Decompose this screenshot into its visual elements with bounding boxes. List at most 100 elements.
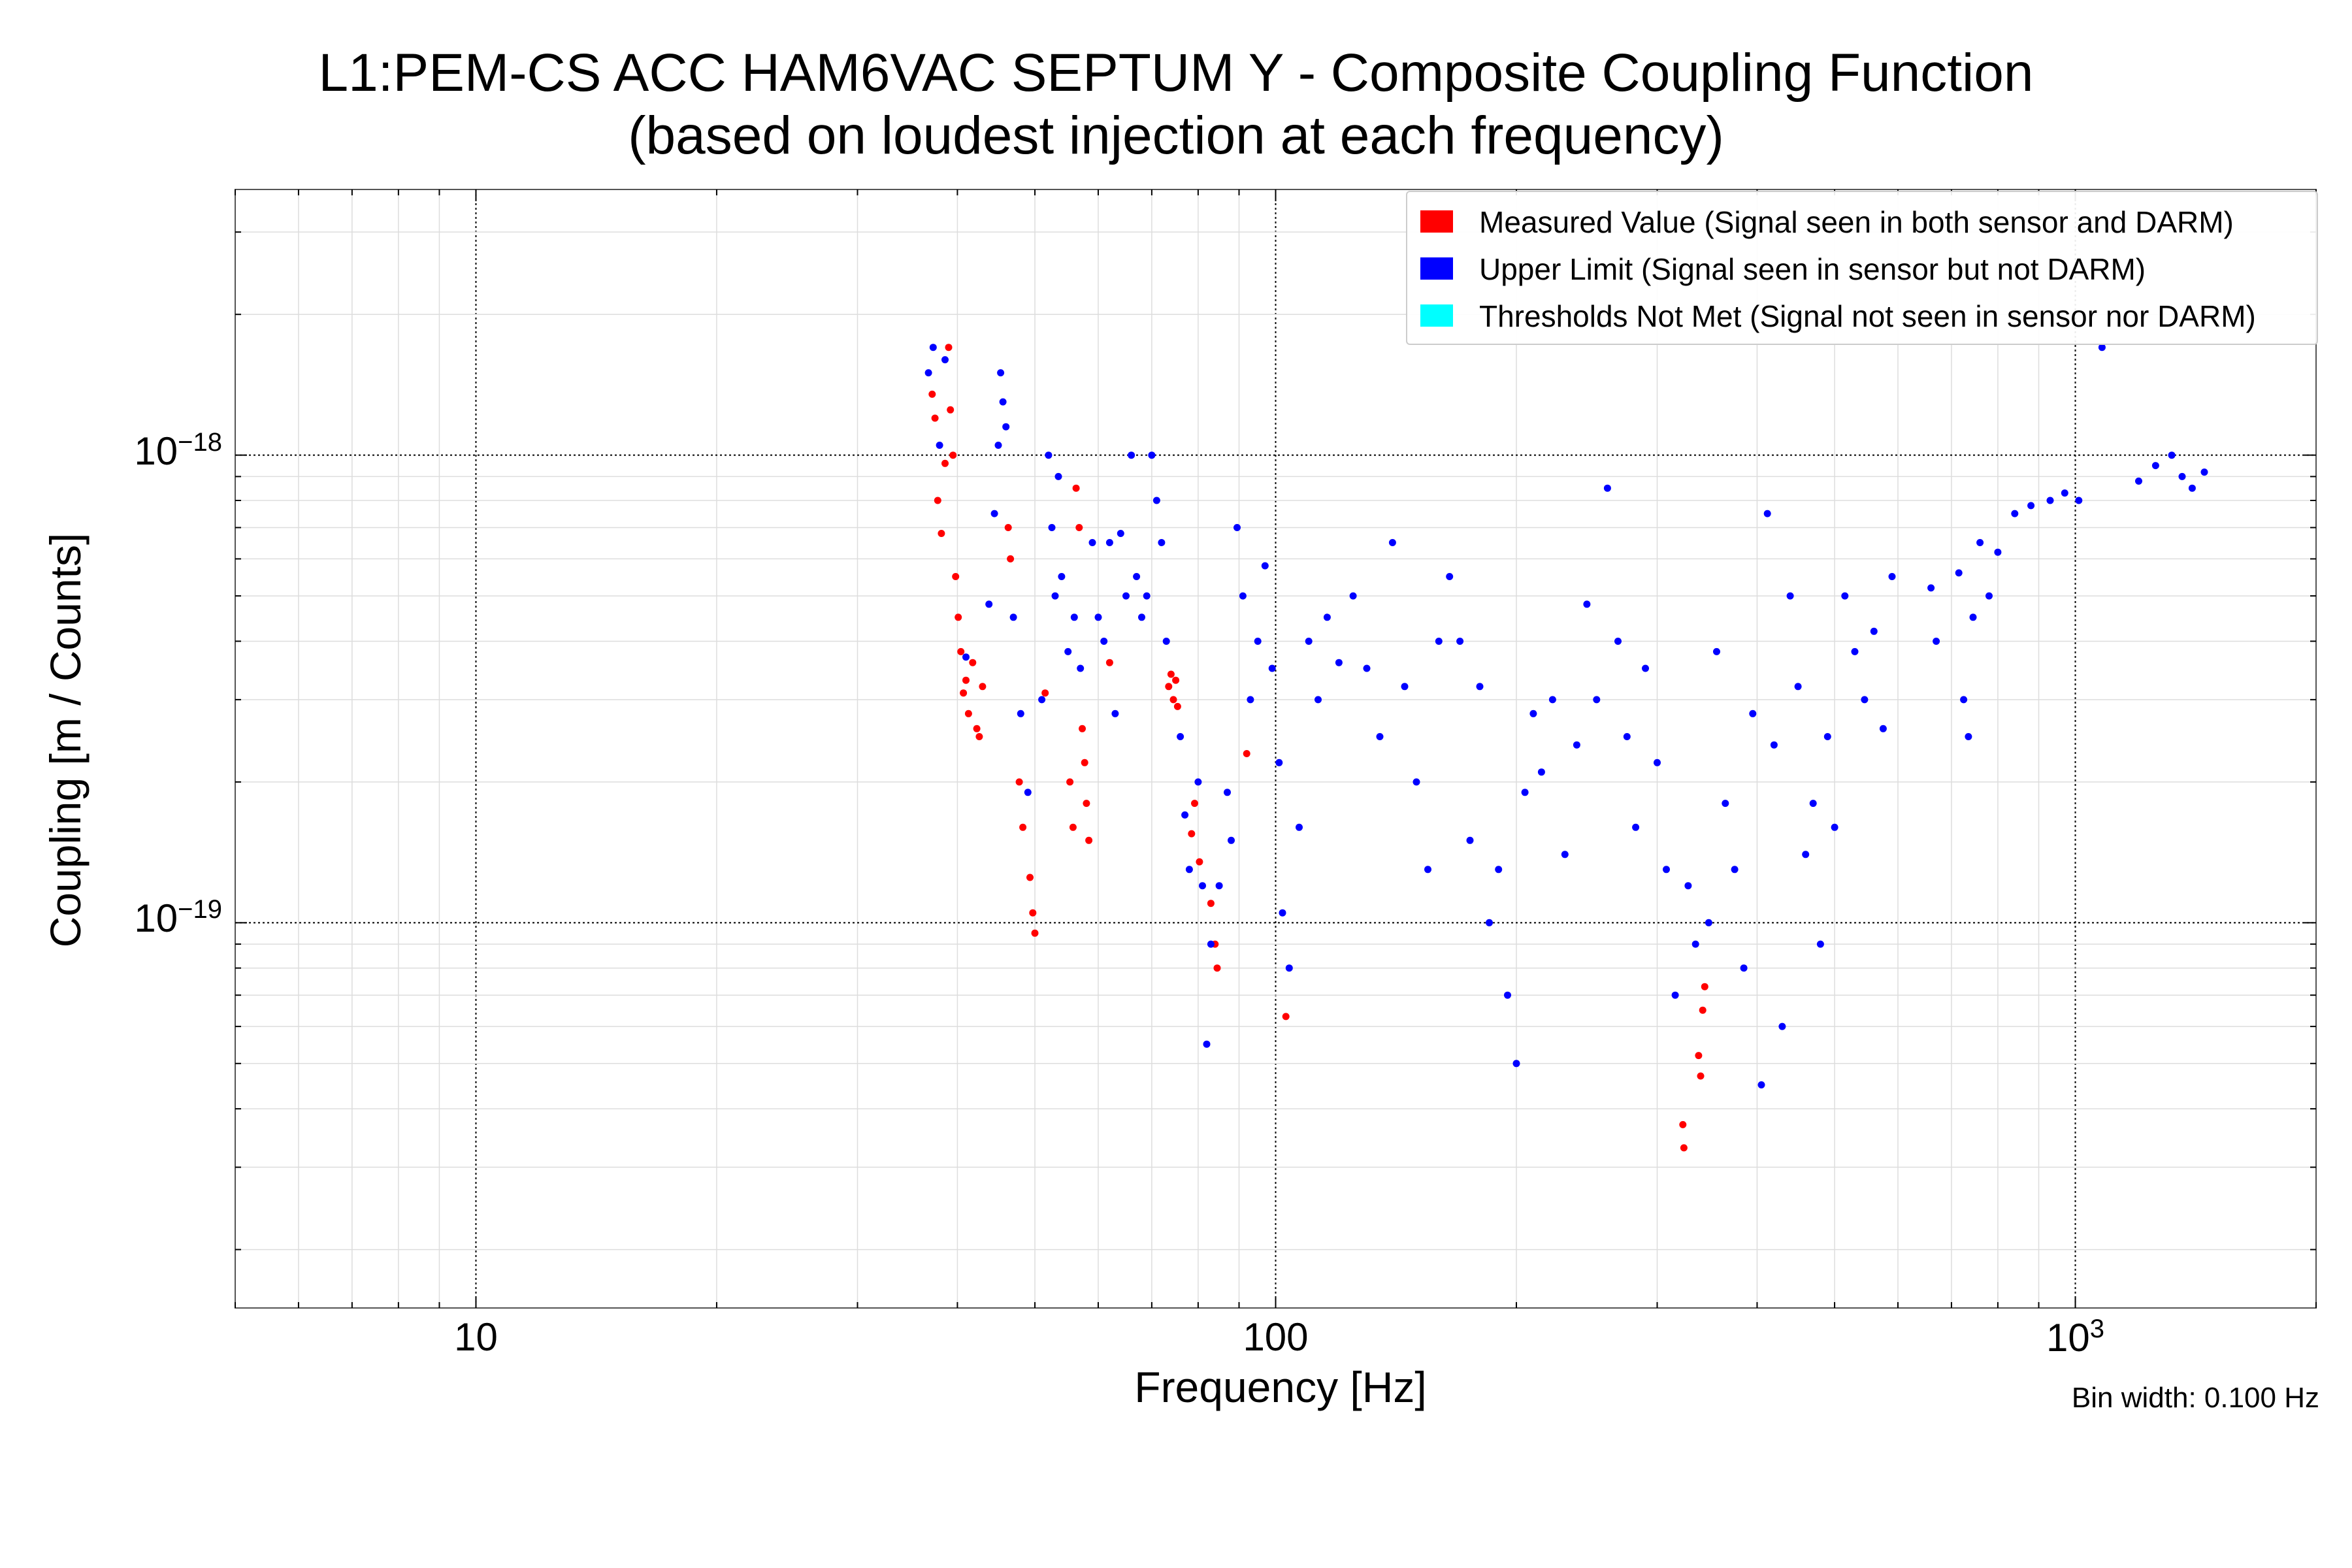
upper-limit-point (1778, 1022, 1786, 1030)
measured-point (973, 725, 981, 732)
upper-limit-point (929, 344, 937, 351)
upper-limit-point (936, 442, 943, 449)
upper-limit-point (1207, 940, 1215, 948)
upper-limit-point (1603, 484, 1611, 492)
measured-point (1105, 659, 1113, 666)
legend-label-thresholds-not-met: Thresholds Not Met (Signal not seen in s… (1479, 299, 2256, 333)
upper-limit-point (1486, 919, 1493, 926)
upper-limit-point (1537, 768, 1545, 776)
measured-point (1699, 1006, 1707, 1014)
upper-limit-point (1521, 789, 1529, 796)
upper-limit-point (1583, 600, 1591, 608)
upper-limit-point (1654, 759, 1661, 766)
measured-point (1041, 689, 1049, 697)
upper-limit-point (1446, 573, 1454, 580)
measured-point (1015, 778, 1023, 786)
upper-limit-point (1077, 664, 1085, 672)
measured-point (947, 406, 955, 414)
upper-limit-point (1927, 584, 1935, 592)
upper-limit-point (994, 442, 1002, 449)
upper-limit-point (1261, 562, 1269, 570)
upper-limit-point (1786, 592, 1794, 600)
upper-limit-point (1888, 573, 1896, 580)
measured-point (1243, 750, 1250, 757)
upper-limit-point (1823, 733, 1831, 740)
measured-point (1191, 800, 1198, 808)
upper-limit-point (1305, 638, 1313, 645)
upper-limit-point (1275, 759, 1283, 766)
upper-limit-point (1002, 423, 1010, 431)
upper-limit-point (2188, 484, 2196, 492)
upper-limit-point (1064, 647, 1072, 655)
measured-point (1695, 1052, 1703, 1060)
upper-limit-point (1279, 909, 1286, 917)
upper-limit-point (1851, 647, 1859, 655)
upper-limit-point (1763, 510, 1771, 517)
upper-limit-point (1985, 592, 1993, 600)
measured-point (969, 659, 977, 666)
y-axis-label: Coupling [m / Counts] (41, 532, 90, 948)
upper-limit-point (1413, 778, 1420, 786)
measured-point (1031, 929, 1039, 937)
upper-limit-point (1740, 964, 1748, 972)
chart-title: L1:PEM-CS ACC HAM6VAC SEPTUM Y - Composi… (318, 43, 2034, 103)
upper-limit-point (1199, 882, 1206, 890)
x-tick-label: 100 (1243, 1315, 1309, 1359)
measured-point (1007, 555, 1015, 563)
upper-limit-point (1663, 866, 1670, 874)
measured-point (1083, 800, 1090, 808)
measured-point (964, 710, 972, 717)
upper-limit-point (1094, 613, 1102, 621)
legend-swatch-upper-limit (1420, 257, 1453, 280)
upper-limit-point (1215, 882, 1223, 890)
upper-limit-point (1976, 539, 1984, 546)
upper-limit-point (1870, 627, 1878, 635)
upper-limit-point (1933, 638, 1940, 645)
measured-point (962, 676, 970, 684)
upper-limit-point (1045, 451, 1053, 459)
measured-point (938, 530, 945, 537)
upper-limit-point (1642, 664, 1649, 672)
upper-limit-point (1994, 548, 2002, 556)
upper-limit-point (1960, 696, 1968, 704)
upper-limit-point (1088, 539, 1096, 546)
upper-limit-point (924, 369, 932, 377)
upper-limit-point (1713, 647, 1720, 655)
upper-limit-point (1476, 683, 1484, 691)
legend-swatch-thresholds-not-met (1420, 304, 1453, 327)
measured-point (928, 390, 936, 398)
upper-limit-point (1296, 823, 1303, 831)
upper-limit-point (1879, 725, 1887, 732)
upper-limit-point (1122, 592, 1130, 600)
measured-point (1072, 484, 1080, 492)
upper-limit-point (1504, 991, 1511, 999)
upper-limit-point (1017, 710, 1024, 717)
measured-point (1167, 670, 1175, 678)
measured-point (1173, 702, 1181, 710)
upper-limit-point (2151, 462, 2159, 470)
upper-limit-point (1512, 1060, 1520, 1068)
upper-limit-point (1254, 638, 1262, 645)
upper-limit-point (1802, 851, 1810, 858)
measured-point (975, 733, 983, 740)
upper-limit-point (1435, 638, 1443, 645)
measured-point (1701, 983, 1708, 990)
upper-limit-point (1138, 613, 1145, 621)
upper-limit-point (1770, 741, 1778, 749)
upper-limit-point (1105, 539, 1113, 546)
measured-point (1165, 683, 1173, 691)
upper-limit-point (1573, 741, 1580, 749)
measured-point (1679, 1120, 1687, 1128)
upper-limit-point (1671, 991, 1679, 999)
upper-limit-point (1561, 851, 1569, 858)
upper-limit-point (1323, 613, 1331, 621)
upper-limit-point (1424, 866, 1431, 874)
measured-point (949, 451, 957, 459)
measured-point (1004, 524, 1012, 531)
measured-point (1188, 830, 1196, 838)
upper-limit-point (2075, 497, 2083, 504)
measured-point (1079, 725, 1086, 732)
measured-point (1026, 874, 1034, 881)
upper-limit-point (1152, 497, 1160, 504)
